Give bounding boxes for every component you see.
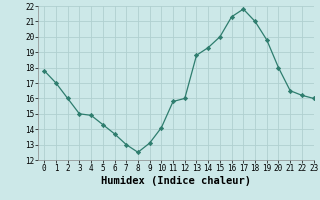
X-axis label: Humidex (Indice chaleur): Humidex (Indice chaleur) [101, 176, 251, 186]
